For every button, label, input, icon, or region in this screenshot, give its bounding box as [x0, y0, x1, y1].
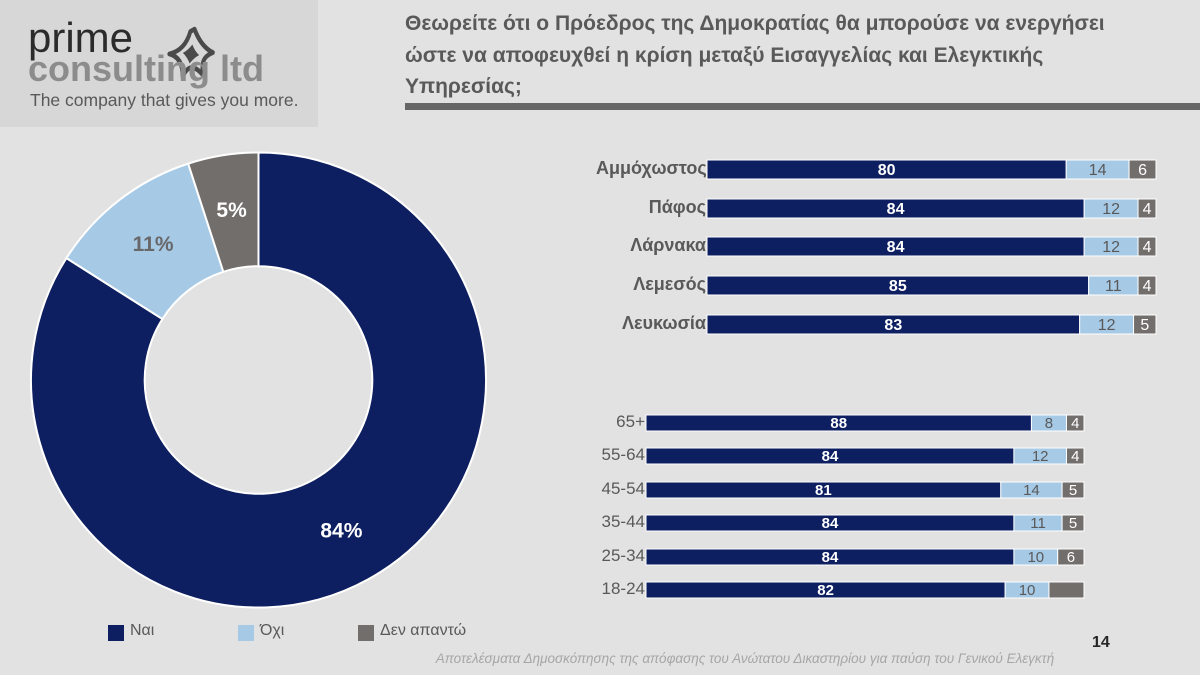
- svg-text:6: 6: [1067, 549, 1075, 566]
- svg-text:81: 81: [815, 482, 832, 499]
- svg-text:5: 5: [1069, 482, 1077, 499]
- svg-text:4: 4: [1071, 448, 1079, 465]
- svg-text:11: 11: [1030, 515, 1046, 532]
- svg-text:5: 5: [1069, 515, 1077, 532]
- svg-text:82: 82: [817, 582, 834, 599]
- svg-text:12: 12: [1032, 448, 1049, 465]
- svg-text:84: 84: [822, 549, 839, 566]
- svg-text:84: 84: [822, 448, 839, 465]
- svg-text:88: 88: [830, 415, 847, 432]
- svg-text:4: 4: [1071, 415, 1079, 432]
- svg-text:8: 8: [1045, 415, 1053, 432]
- svg-text:10: 10: [1019, 582, 1036, 599]
- svg-text:14: 14: [1023, 482, 1040, 499]
- svg-text:10: 10: [1027, 549, 1044, 566]
- svg-text:84: 84: [822, 515, 839, 532]
